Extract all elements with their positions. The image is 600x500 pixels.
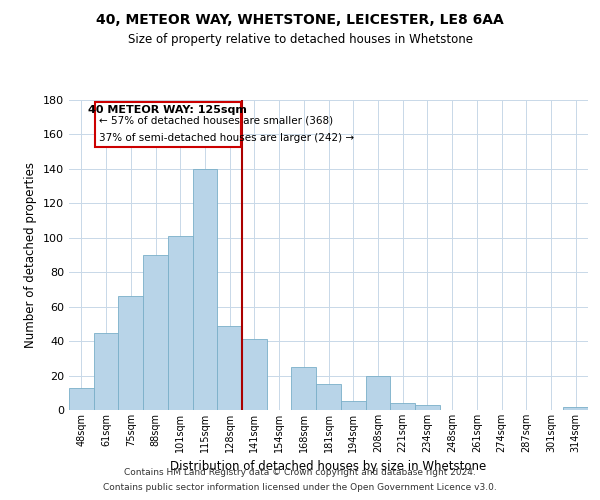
Bar <box>217 326 242 410</box>
Text: 37% of semi-detached houses are larger (242) →: 37% of semi-detached houses are larger (… <box>98 133 354 143</box>
Bar <box>365 376 390 410</box>
Bar <box>563 406 588 410</box>
Text: ← 57% of detached houses are smaller (368): ← 57% of detached houses are smaller (36… <box>98 116 333 126</box>
Bar <box>390 403 415 410</box>
Bar <box>94 332 118 410</box>
FancyBboxPatch shape <box>95 102 241 146</box>
X-axis label: Distribution of detached houses by size in Whetstone: Distribution of detached houses by size … <box>170 460 487 473</box>
Text: 40 METEOR WAY: 125sqm: 40 METEOR WAY: 125sqm <box>88 105 247 115</box>
Text: Contains HM Land Registry data © Crown copyright and database right 2024.: Contains HM Land Registry data © Crown c… <box>124 468 476 477</box>
Bar <box>118 296 143 410</box>
Y-axis label: Number of detached properties: Number of detached properties <box>25 162 37 348</box>
Text: 40, METEOR WAY, WHETSTONE, LEICESTER, LE8 6AA: 40, METEOR WAY, WHETSTONE, LEICESTER, LE… <box>96 12 504 26</box>
Bar <box>143 255 168 410</box>
Bar <box>341 402 365 410</box>
Bar <box>193 169 217 410</box>
Bar <box>168 236 193 410</box>
Text: Contains public sector information licensed under the Open Government Licence v3: Contains public sector information licen… <box>103 483 497 492</box>
Bar <box>415 405 440 410</box>
Bar <box>69 388 94 410</box>
Text: Size of property relative to detached houses in Whetstone: Size of property relative to detached ho… <box>128 32 473 46</box>
Bar <box>316 384 341 410</box>
Bar <box>242 340 267 410</box>
Bar <box>292 367 316 410</box>
